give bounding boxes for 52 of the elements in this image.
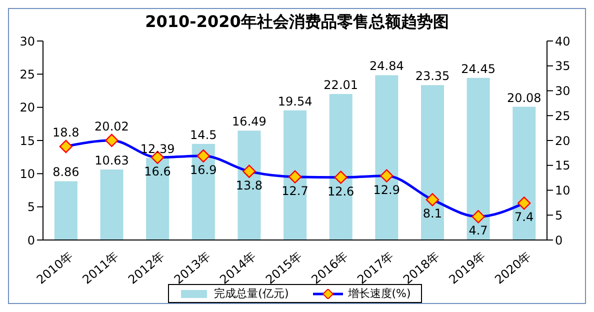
bar [421, 85, 444, 240]
y2-tick-label: 30 [555, 84, 570, 98]
legend-label: 完成总量(亿元) [213, 286, 289, 301]
chart-title: 2010-2020年社会消费品零售总额趋势图 [144, 11, 450, 33]
y2-tick-label: 40 [555, 34, 570, 48]
data-label: 12.39 [140, 142, 175, 156]
y2-tick-label: 20 [555, 134, 570, 148]
data-label: 14.5 [190, 128, 217, 142]
data-label: 16.49 [232, 114, 266, 129]
data-label: 19.54 [278, 94, 312, 108]
bar [512, 106, 536, 240]
data-label: 16.6 [144, 164, 171, 178]
y2-tick-label: 35 [555, 59, 570, 74]
legend-label: 增长速度(%) [346, 286, 411, 301]
y-tick-label: 15 [20, 134, 35, 148]
bar [238, 130, 261, 240]
y-tick-label: 0 [27, 233, 35, 248]
data-label: 24.45 [461, 62, 496, 76]
bar [284, 110, 307, 240]
data-label: 16.9 [190, 162, 217, 177]
y2-tick-label: 5 [555, 208, 563, 222]
bar [146, 158, 170, 240]
y-tick-label: 5 [27, 200, 35, 214]
bar [54, 181, 78, 240]
y-tick-label: 30 [20, 34, 35, 48]
y-tick-label: 20 [20, 100, 35, 115]
data-label: 8.86 [52, 165, 80, 180]
y2-tick-label: 25 [555, 108, 570, 123]
data-label: 7.4 [514, 210, 534, 224]
data-label: 12.9 [373, 182, 400, 197]
data-label: 4.7 [468, 224, 488, 238]
bar [466, 78, 490, 240]
data-label: 12.6 [327, 184, 354, 198]
bar [100, 169, 124, 240]
y2-tick-label: 0 [555, 233, 563, 248]
bar [329, 94, 352, 240]
bar [375, 75, 398, 240]
data-label: 23.35 [415, 69, 450, 84]
y-tick-label: 10 [20, 166, 35, 181]
data-label: 13.8 [236, 178, 263, 192]
y-tick-label: 25 [20, 67, 35, 82]
data-label: 10.63 [94, 153, 129, 168]
bar [192, 144, 215, 240]
data-label: 12.7 [282, 184, 308, 198]
data-label: 8.1 [422, 206, 442, 221]
data-label: 20.08 [506, 90, 542, 105]
data-label: 24.84 [370, 59, 404, 74]
data-label: 18.8 [52, 125, 80, 140]
data-label: 20.02 [94, 119, 129, 134]
y2-tick-label: 10 [555, 184, 570, 198]
data-label: 22.01 [324, 78, 358, 92]
y2-tick-label: 15 [555, 158, 570, 173]
